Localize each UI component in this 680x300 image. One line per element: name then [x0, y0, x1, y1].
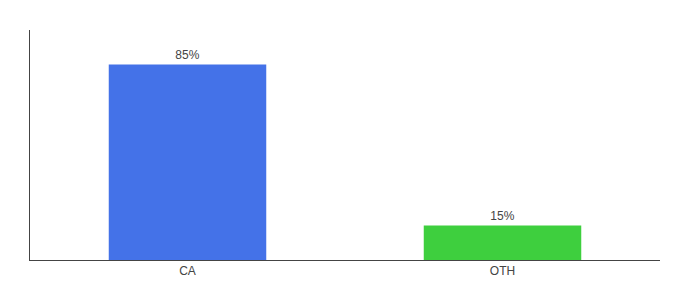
- svg-text:OTH: OTH: [490, 264, 515, 278]
- svg-text:CA: CA: [179, 264, 196, 278]
- svg-text:15%: 15%: [490, 209, 514, 223]
- svg-text:85%: 85%: [175, 48, 199, 62]
